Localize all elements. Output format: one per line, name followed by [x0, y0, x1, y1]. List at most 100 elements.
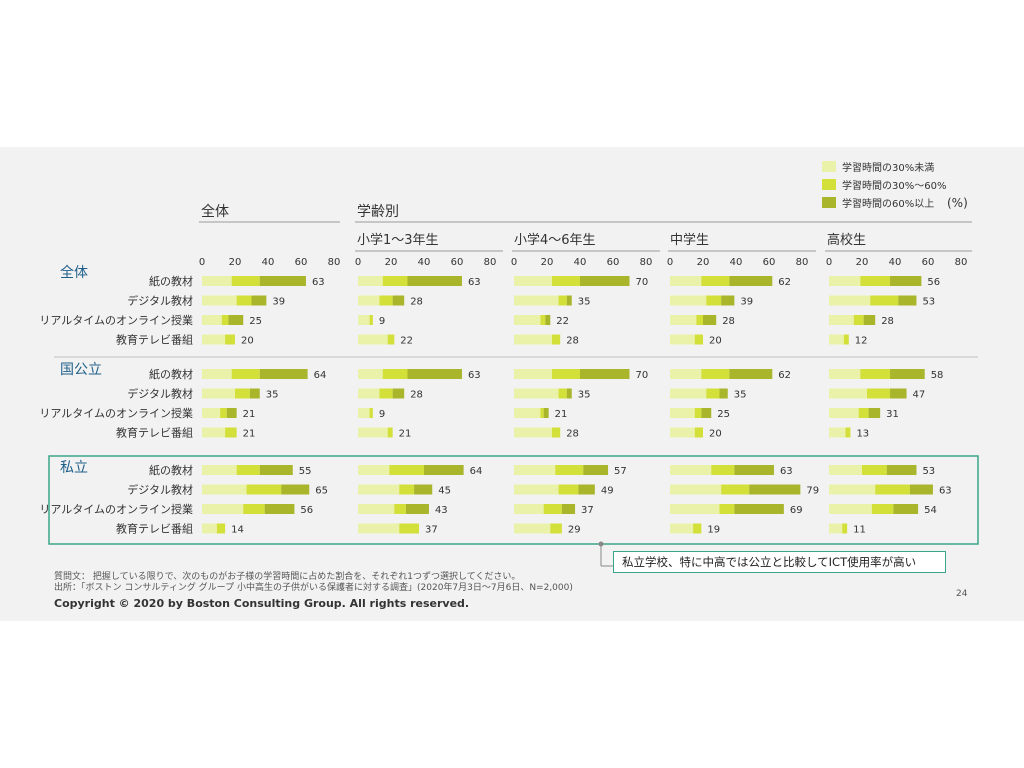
- bar-segment: [701, 276, 730, 286]
- data-label: 65: [315, 486, 328, 497]
- data-label: 63: [468, 370, 481, 381]
- bar-segment: [514, 465, 556, 475]
- legend-swatch-mid: [822, 179, 836, 190]
- header-overall: 全体: [201, 203, 229, 220]
- group-title-private: 私立: [60, 460, 88, 476]
- bar-segment: [870, 295, 899, 306]
- bar-segment: [550, 523, 562, 534]
- data-label: 54: [924, 505, 937, 516]
- bar-segment: [670, 295, 707, 306]
- category-label: リアルタイムのオンライン授業: [39, 502, 193, 516]
- category-label: 教育テレビ番組: [116, 522, 193, 536]
- axis-tick-label: 0: [355, 257, 361, 268]
- bar-segment: [216, 523, 226, 534]
- legend-swatch-low: [822, 161, 836, 172]
- axis-tick-label: 0: [826, 257, 832, 268]
- data-label: 11: [853, 525, 866, 536]
- axis-tick-label: 20: [541, 257, 554, 268]
- private-school-highlight-box: [48, 455, 979, 545]
- axis-tick-label: 60: [763, 257, 776, 268]
- bar-segment: [829, 504, 872, 514]
- bar-segment: [369, 315, 373, 325]
- axis-tick-label: 80: [640, 257, 653, 268]
- bar-segment: [202, 523, 217, 534]
- bar-segment: [898, 295, 917, 306]
- bar-segment: [551, 369, 580, 379]
- data-label: 20: [709, 336, 722, 347]
- bar-segment: [860, 369, 891, 379]
- bar-segment: [394, 504, 406, 514]
- bar-segment: [719, 504, 735, 514]
- axis-tick-label: 60: [607, 257, 620, 268]
- bar-segment: [558, 484, 579, 495]
- bar-segment: [358, 295, 380, 306]
- data-label: 39: [740, 297, 753, 308]
- footer-notes: 質問文： 把握している限りで、次のものがお子様の学習時間に占めた割合を、それぞれ…: [54, 572, 573, 594]
- data-label: 13: [856, 429, 869, 440]
- data-label: 37: [425, 525, 438, 536]
- bar-segment: [246, 484, 282, 495]
- data-label: 21: [399, 429, 412, 440]
- bar-segment: [829, 484, 876, 495]
- bar-segment: [711, 465, 735, 475]
- bar-segment: [551, 427, 561, 438]
- bar-segment: [540, 315, 546, 325]
- data-label: 63: [780, 466, 793, 477]
- bar-segment: [202, 484, 247, 495]
- bar-segment: [259, 276, 306, 286]
- bar-segment: [202, 276, 232, 286]
- bar-segment: [551, 334, 561, 345]
- data-label: 20: [241, 336, 254, 347]
- legend-label-high: 学習時間の60%以上: [842, 197, 934, 210]
- bar-segment: [392, 388, 405, 399]
- axis-tick-label: 80: [796, 257, 809, 268]
- data-label: 37: [581, 505, 594, 516]
- legend-label-mid: 学習時間の30%〜60%: [842, 179, 946, 192]
- data-label: 22: [400, 336, 413, 347]
- bar-segment: [701, 369, 730, 379]
- data-label: 64: [470, 466, 483, 477]
- bar-segment: [670, 465, 712, 475]
- bar-segment: [875, 484, 910, 495]
- callout-anchor-dot: [598, 541, 604, 547]
- bar-segment: [729, 369, 773, 379]
- bar-segment: [514, 388, 559, 399]
- bar-segment: [558, 388, 567, 399]
- bar-segment: [694, 427, 703, 438]
- bar-segment: [358, 427, 388, 438]
- bar-segment: [703, 315, 717, 325]
- data-label: 69: [790, 505, 803, 516]
- bar-segment: [226, 408, 237, 418]
- data-label: 35: [734, 390, 747, 401]
- bar-segment: [561, 504, 576, 514]
- bar-segment: [719, 388, 728, 399]
- bar-segment: [251, 295, 267, 306]
- data-label: 21: [243, 429, 256, 440]
- data-label: 56: [927, 277, 940, 288]
- column-header-grade-4-6: 小学4〜6年生: [514, 232, 596, 248]
- bar-segment: [890, 369, 925, 379]
- axis-tick-label: 20: [697, 257, 710, 268]
- bar-segment: [514, 427, 552, 438]
- bar-segment: [407, 276, 462, 286]
- bar-segment: [890, 276, 922, 286]
- legend-swatch-high: [822, 197, 836, 208]
- axis-tick-label: 40: [574, 257, 587, 268]
- bar-segment: [202, 334, 226, 345]
- unit-label: (%): [947, 196, 968, 210]
- category-label: 紙の教材: [149, 367, 193, 381]
- bar-segment: [514, 276, 552, 286]
- bar-segment: [514, 295, 559, 306]
- page-number: 24: [956, 589, 968, 599]
- data-label: 56: [300, 505, 313, 516]
- bar-segment: [259, 369, 308, 379]
- bar-segment: [202, 369, 232, 379]
- group-title-overall: 全体: [60, 264, 88, 281]
- bar-segment: [734, 504, 784, 514]
- bar-segment: [693, 523, 702, 534]
- axis-tick-label: 20: [385, 257, 398, 268]
- bar-segment: [358, 523, 400, 534]
- data-label: 79: [806, 486, 819, 497]
- bar-segment: [893, 504, 919, 514]
- bar-segment: [858, 408, 869, 418]
